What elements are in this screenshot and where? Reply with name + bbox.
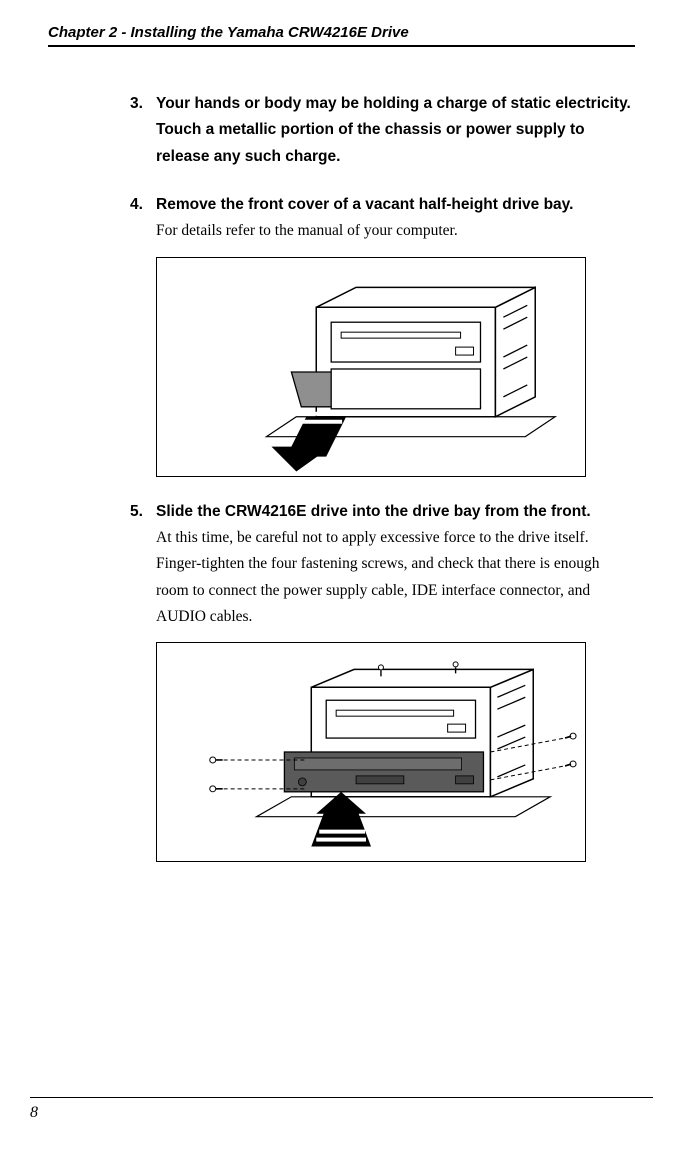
step-subtitle: Touch a metallic portion of the chassis …: [156, 117, 635, 170]
step-3: 3. Your hands or body may be holding a c…: [130, 91, 635, 170]
step-body: For details refer to the manual of your …: [156, 218, 635, 244]
drive-bay-remove-svg: [157, 257, 585, 477]
step-5: 5. Slide the CRW4216E drive into the dri…: [130, 499, 635, 863]
drive-bay-insert-svg: [157, 642, 585, 862]
step-title: Your hands or body may be holding a char…: [156, 91, 635, 117]
step-4: 4. Remove the front cover of a vacant ha…: [130, 192, 635, 477]
step-title: Slide the CRW4216E drive into the drive …: [156, 499, 635, 525]
step-body: At this time, be careful not to apply ex…: [156, 525, 635, 630]
running-header: Chapter 2 - Installing the Yamaha CRW421…: [48, 24, 635, 47]
step-number: 4.: [130, 192, 156, 218]
step-title: Remove the front cover of a vacant half-…: [156, 192, 635, 218]
footer-rule: [30, 1097, 653, 1098]
content-area: 3. Your hands or body may be holding a c…: [130, 91, 635, 862]
figure-remove-cover: [156, 257, 586, 477]
page-footer: 8: [0, 1097, 683, 1122]
step-number: 5.: [130, 499, 156, 525]
step-number: 3.: [130, 91, 156, 117]
figure-insert-drive: [156, 642, 586, 862]
page-number: 8: [30, 1104, 653, 1122]
